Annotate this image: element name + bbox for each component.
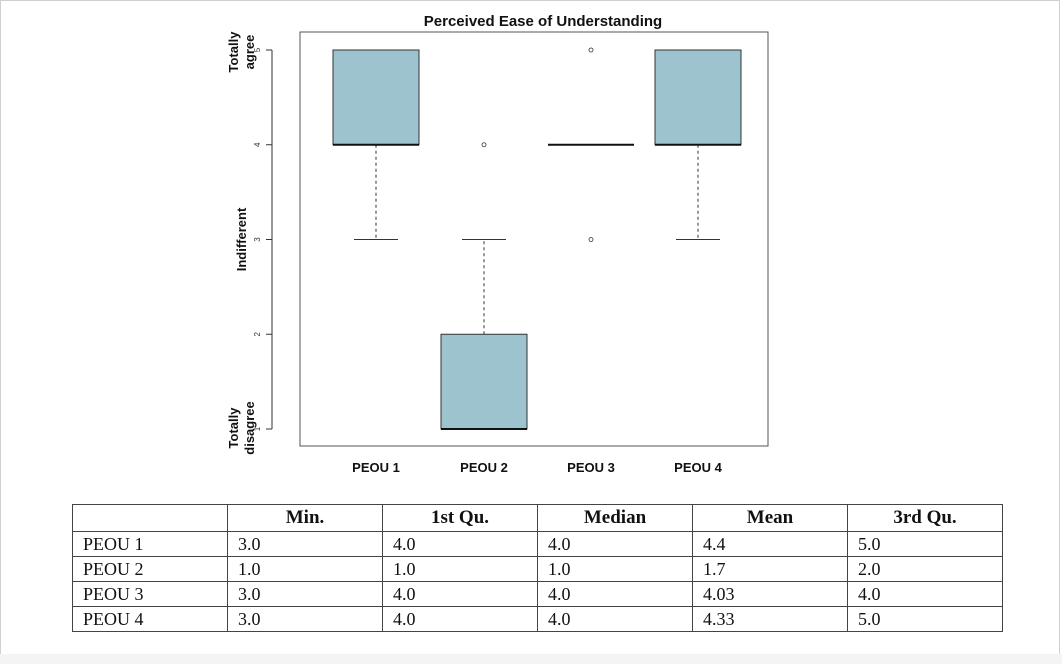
y-category-label: Indifferent [234, 207, 249, 271]
box-4 [654, 49, 742, 240]
table-cell: 5.0 [847, 531, 1003, 557]
table-cell: 3.0 [227, 606, 383, 632]
box-body [332, 49, 420, 146]
table-cell: 4.0 [537, 581, 693, 607]
table-header-row: Min. 1st Qu. Median Mean 3rd Qu. [72, 504, 1003, 532]
table-cell-label: PEOU 1 [72, 531, 228, 557]
box-2 [440, 142, 528, 430]
y-category-label: agree [242, 35, 257, 70]
table-header-3rd-qu: 3rd Qu. [847, 504, 1003, 532]
table-cell: 1.0 [227, 556, 383, 582]
y-tick-label: 2 [253, 331, 262, 336]
table-cell: 3.0 [227, 581, 383, 607]
y-tick-label: 3 [253, 237, 262, 242]
y-category-label: disagree [242, 401, 257, 454]
table-header-min: Min. [227, 504, 383, 532]
table-cell: 4.0 [537, 606, 693, 632]
y-tick-label: 5 [253, 47, 262, 52]
figure-bottom-strip [0, 654, 1062, 664]
x-axis-labels: PEOU 1 PEOU 2 PEOU 3 PEOU 4 [352, 460, 722, 475]
box-3 [548, 47, 634, 242]
table-cell: 1.0 [537, 556, 693, 582]
x-tick-label: PEOU 4 [674, 460, 722, 475]
box-body [654, 49, 742, 146]
table-header-1st-qu: 1st Qu. [382, 504, 538, 532]
y-category-label: Totally [226, 31, 241, 73]
box-body [440, 333, 528, 430]
table-cell: 5.0 [847, 606, 1003, 632]
outlier-point [588, 47, 594, 53]
table-row: PEOU 2 1.0 1.0 1.0 1.7 2.0 [72, 556, 1003, 582]
y-category-label: Totally [226, 407, 241, 449]
table-cell: 4.0 [382, 581, 538, 607]
boxplot-chart: Perceived Ease of Understanding 1 2 3 4 5 To… [226, 13, 769, 475]
x-tick-label: PEOU 3 [567, 460, 615, 475]
table-cell: 4.33 [692, 606, 848, 632]
outlier-point [588, 237, 594, 242]
table-cell: 4.4 [692, 531, 848, 557]
table-cell: 4.0 [847, 581, 1003, 607]
y-tick-label: 1 [253, 426, 262, 431]
x-tick-label: PEOU 2 [460, 460, 508, 475]
table-row: PEOU 3 3.0 4.0 4.0 4.03 4.0 [72, 581, 1003, 607]
table-row: PEOU 4 3.0 4.0 4.0 4.33 5.0 [72, 606, 1003, 632]
table-cell-label: PEOU 3 [72, 581, 228, 607]
plot-area [299, 31, 769, 447]
boxes [332, 47, 742, 430]
box-1 [332, 49, 420, 240]
x-tick-label: PEOU 1 [352, 460, 400, 475]
table-cell: 4.03 [692, 581, 848, 607]
table-cell-label: PEOU 4 [72, 606, 228, 632]
table-cell: 1.0 [382, 556, 538, 582]
table-cell-label: PEOU 2 [72, 556, 228, 582]
table-cell: 3.0 [227, 531, 383, 557]
summary-table: Min. 1st Qu. Median Mean 3rd Qu. PEOU 1 … [72, 504, 1003, 632]
table-row: PEOU 1 3.0 4.0 4.0 4.4 5.0 [72, 531, 1003, 557]
table-header-median: Median [537, 504, 693, 532]
table-header-mean: Mean [692, 504, 848, 532]
y-axis: 1 2 3 4 5 [253, 47, 273, 431]
y-tick-label: 4 [253, 142, 262, 147]
table-cell: 2.0 [847, 556, 1003, 582]
table-cell: 4.0 [382, 531, 538, 557]
outlier-point [481, 142, 487, 148]
table-cell: 4.0 [382, 606, 538, 632]
table-header-corner [72, 504, 228, 532]
chart-title: Perceived Ease of Understanding [424, 13, 662, 30]
table-cell: 1.7 [692, 556, 848, 582]
table-cell: 4.0 [537, 531, 693, 557]
